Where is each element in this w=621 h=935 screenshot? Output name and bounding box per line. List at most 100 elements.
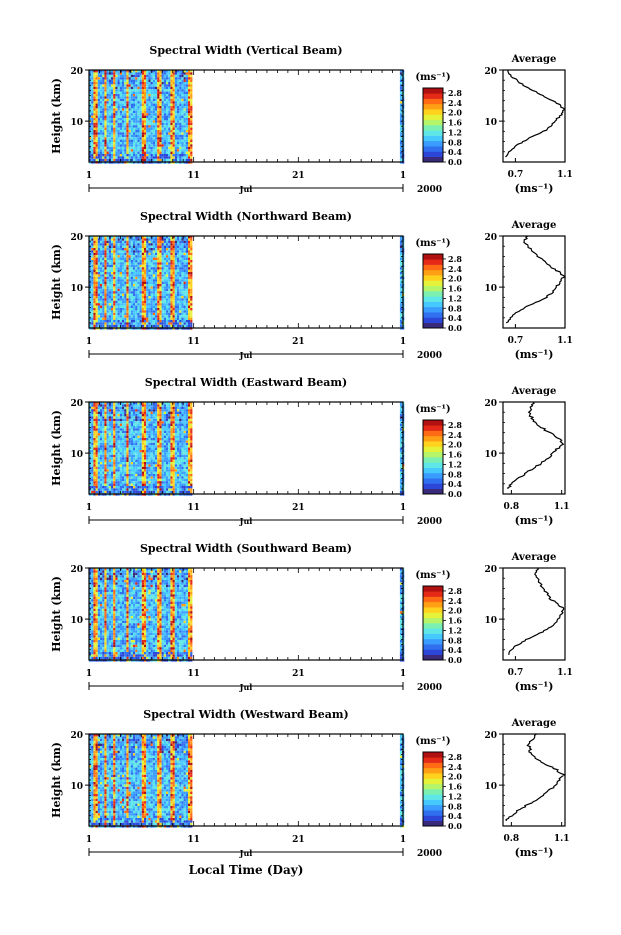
heatmap-cell [131,274,133,276]
heatmap-cell [98,486,100,488]
heatmap-cell [177,303,179,305]
heatmap-cell [100,99,102,101]
heatmap-cell [164,132,166,134]
heatmap-cell [400,303,402,305]
heatmap-cell [181,108,183,110]
heatmap-cell [91,154,93,156]
heatmap-cell [115,106,117,108]
heatmap-cell [104,77,106,79]
heatmap-cell [177,77,179,79]
heatmap-cell [107,448,109,450]
heatmap-cell [175,113,177,115]
heatmap-cell [131,407,133,409]
heatmap-cell [157,291,159,293]
heatmap-cell [184,303,186,305]
heatmap-cell [96,147,98,149]
heatmap-cell [179,120,181,122]
heatmap-cell [102,94,104,96]
heatmap-cell [175,286,177,288]
heatmap-cell [190,291,192,293]
heatmap-cell [122,241,124,243]
heatmap-cell [124,113,126,115]
heatmap-cell [155,238,157,240]
heatmap-cell [151,318,153,320]
heatmap-cell [184,77,186,79]
heatmap-cell [104,431,106,433]
heatmap-cell [157,272,159,274]
heatmap-cell [186,313,188,315]
y-tick-label: 20 [70,67,83,77]
heatmap-cell [126,111,128,113]
heatmap-cell [137,144,139,146]
heatmap-cell [135,416,137,418]
heatmap-cell [91,82,93,84]
heatmap-cell [144,255,146,257]
heatmap-cell [159,282,161,284]
heatmap-cell [140,156,142,158]
y-tick-label: 10 [70,284,83,294]
heatmap-cell [142,118,144,120]
heatmap-cell [100,238,102,240]
heatmap-cell [100,325,102,327]
heatmap-cell [124,438,126,440]
heatmap-cell [137,123,139,125]
heatmap-cell [159,140,161,142]
heatmap-cell [124,445,126,447]
heatmap-cell [96,481,98,483]
heatmap-cell [159,137,161,139]
heatmap-cell [168,135,170,137]
heatmap-cell [104,289,106,291]
heatmap-cell [190,322,192,324]
heatmap-cell [162,296,164,298]
heatmap-cell [164,128,166,130]
heatmap-cell [166,87,168,89]
heatmap-cell [400,147,402,149]
heatmap-cell [120,120,122,122]
heatmap-cell [144,99,146,101]
heatmap-cell [91,455,93,457]
heatmap-cell [179,106,181,108]
heatmap-cell [118,308,120,310]
heatmap-cell [98,409,100,411]
heatmap-cell [91,72,93,74]
heatmap-cell [148,318,150,320]
heatmap-cell [115,87,117,89]
heatmap-cell [153,303,155,305]
heatmap-cell [129,94,131,96]
heatmap-cell [131,289,133,291]
heatmap-cell [107,464,109,466]
heatmap-cell [153,137,155,139]
heatmap-cell [124,282,126,284]
heatmap-cell [137,265,139,267]
heatmap-cell [98,246,100,248]
heatmap-cell [184,250,186,252]
heatmap-cell [98,320,100,322]
heatmap-cell [129,488,131,490]
heatmap-cell [162,270,164,272]
heatmap-cell [124,248,126,250]
heatmap-cell [104,116,106,118]
heatmap-cell [98,426,100,428]
heatmap-cell [124,260,126,262]
heatmap-cell [173,246,175,248]
heatmap-cell [91,457,93,459]
heatmap-cell [96,412,98,414]
heatmap-cell [170,154,172,156]
heatmap-cell [400,298,402,300]
colorbar-tick-label: 2.0 [448,274,462,284]
heatmap-cell [111,282,113,284]
heatmap-cell [153,310,155,312]
heatmap-cell [113,452,115,454]
heatmap-cell [131,113,133,115]
heatmap-cell [162,298,164,300]
heatmap-cell [93,116,95,118]
heatmap-cell [107,414,109,416]
heatmap-cell [166,111,168,113]
heatmap-cell [124,419,126,421]
heatmap-cell [91,152,93,154]
heatmap-cell [135,262,137,264]
heatmap-cell [129,142,131,144]
heatmap-cell [170,118,172,120]
heatmap-cell [129,308,131,310]
heatmap-cell [181,87,183,89]
